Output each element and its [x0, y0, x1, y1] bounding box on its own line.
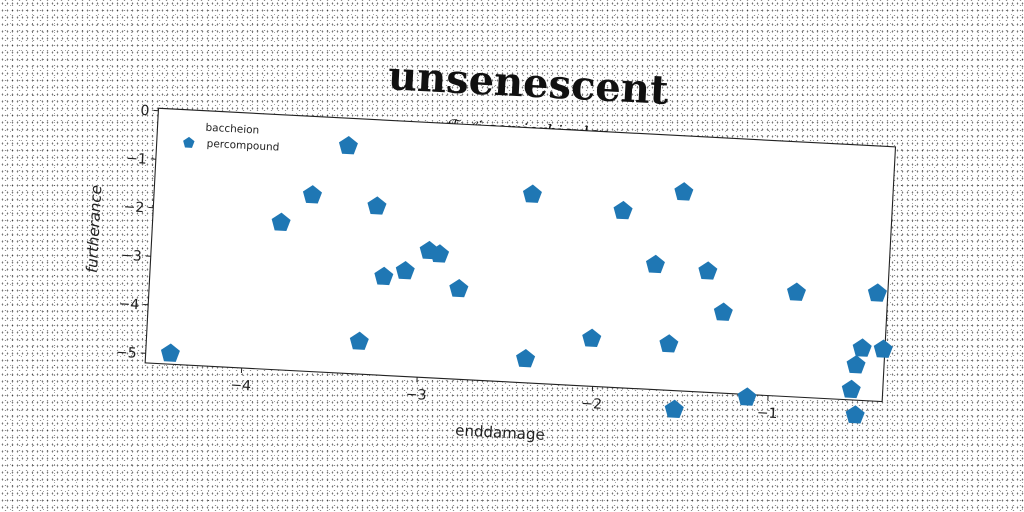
legend-marker-percompound	[183, 136, 195, 148]
y-axis-label: furtherance	[83, 185, 106, 274]
data-point	[659, 334, 679, 353]
data-point	[645, 254, 665, 274]
data-point	[867, 283, 887, 302]
y-tick-label: −3	[121, 248, 142, 265]
data-point	[395, 261, 415, 280]
data-point	[349, 331, 369, 350]
data-point	[737, 387, 757, 406]
x-axis-label: enddamage	[455, 421, 545, 444]
data-point	[449, 278, 469, 298]
data-point	[338, 135, 358, 155]
data-point	[613, 200, 633, 220]
chart-title: unsenescent	[387, 52, 670, 114]
y-tick-label: −1	[126, 151, 147, 168]
data-point	[873, 339, 893, 358]
data-point	[367, 196, 387, 215]
x-axis: −4 −3 −2 −1	[230, 367, 778, 422]
plot-area	[144, 107, 897, 403]
x-tick-label: −4	[230, 377, 252, 394]
x-tick-label: −3	[405, 387, 426, 404]
data-point	[846, 355, 866, 374]
data-point	[582, 328, 602, 348]
data-point	[664, 399, 684, 418]
data-point	[516, 349, 536, 368]
y-tick-label: −4	[118, 296, 140, 313]
legend: baccheion percompound	[183, 122, 280, 154]
legend-label-baccheion: baccheion	[205, 122, 259, 137]
data-point	[787, 282, 806, 301]
x-tick-label: −1	[756, 405, 777, 422]
data-point	[374, 266, 394, 286]
data-point	[674, 182, 694, 201]
y-tick-label: 0	[140, 103, 150, 119]
data-point	[430, 244, 450, 263]
y-tick-label: −5	[116, 345, 137, 362]
data-point	[698, 261, 718, 280]
y-axis: 0 −1 −2 −3 −4 −5	[116, 103, 159, 362]
data-point	[160, 343, 180, 362]
y-tick-label: −2	[123, 199, 144, 216]
data-points	[160, 135, 893, 424]
data-point	[852, 338, 872, 357]
data-point	[302, 185, 323, 204]
data-point	[841, 379, 861, 399]
data-point	[522, 184, 542, 203]
data-point	[713, 302, 733, 321]
data-point	[271, 212, 291, 232]
x-tick-label: −2	[581, 396, 602, 413]
legend-label-percompound: percompound	[206, 138, 279, 154]
data-point	[845, 405, 865, 424]
